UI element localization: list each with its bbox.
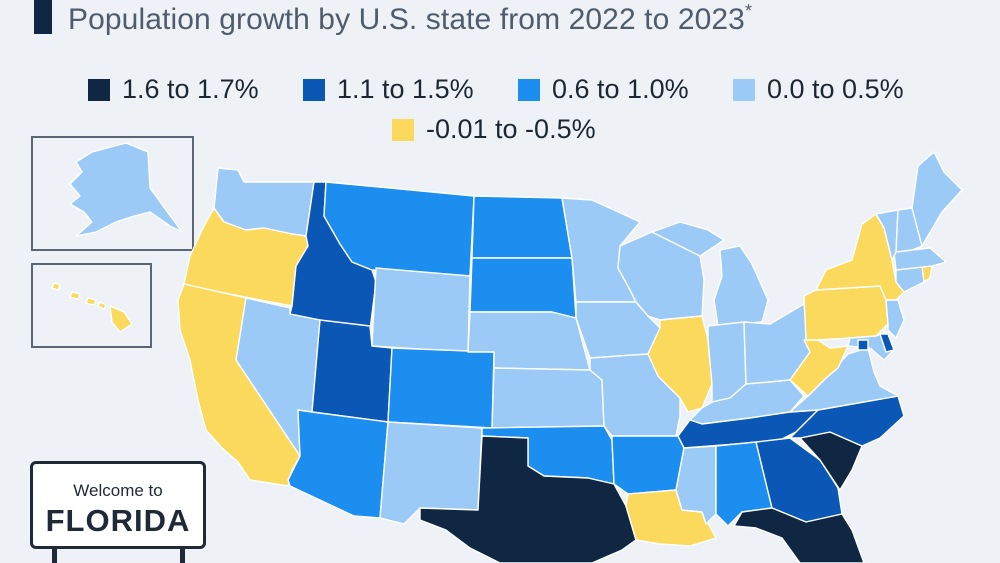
legend-label-3: 0.6 to 1.0% (552, 74, 689, 104)
state-colorado (387, 347, 495, 429)
state-kentucky (689, 379, 805, 425)
legend: 1.6 to 1.7% 1.1 to 1.5% 0.6 to 1.0% 0.0 … (0, 74, 1000, 154)
state-north-carolina (789, 395, 905, 447)
state-delaware (879, 333, 895, 353)
state-vermont (875, 209, 899, 261)
legend-swatch-4 (733, 78, 755, 101)
state-florida (733, 507, 865, 563)
legend-label-4: 0.0 to 0.5% (767, 74, 904, 104)
legend-swatch-5 (392, 118, 414, 141)
state-illinois (647, 315, 713, 413)
state-new-jersey (885, 299, 905, 339)
sign-line-2: FLORIDA (45, 503, 191, 538)
sign-post-right (180, 549, 185, 563)
state-alaska (69, 142, 183, 237)
state-kansas (491, 367, 605, 429)
state-new-hampshire (895, 207, 923, 253)
state-maine (911, 151, 963, 247)
hawaii-inset-frame (31, 263, 152, 348)
state-hawaii (109, 305, 133, 333)
state-north-dakota (471, 195, 573, 259)
legend-item-2: 1.1 to 1.5% (303, 74, 474, 105)
state-massachusetts (893, 247, 947, 271)
state-hawaii-islands (51, 282, 107, 310)
state-district-of-columbia (857, 339, 869, 351)
legend-item-1: 1.6 to 1.7% (88, 74, 259, 105)
state-west-virginia (789, 339, 849, 397)
legend-item-5: -0.01 to -0.5% (392, 114, 596, 145)
legend-label-5: -0.01 to -0.5% (426, 114, 596, 144)
alaska-inset-frame (31, 136, 194, 251)
legend-label-1: 1.6 to 1.7% (122, 74, 259, 104)
state-rhode-island (921, 265, 933, 283)
title-accent-bar (34, 0, 52, 34)
legend-swatch-3 (518, 78, 540, 101)
welcome-to-florida-sign: Welcome to FLORIDA (30, 461, 206, 549)
sign-post-left (52, 549, 57, 563)
state-south-dakota (469, 257, 577, 319)
state-wyoming (371, 267, 471, 353)
title-footnote-mark: * (744, 1, 753, 21)
legend-swatch-2 (303, 78, 325, 101)
chart-title: Population growth by U.S. state from 202… (68, 1, 753, 37)
state-texas (419, 435, 637, 563)
legend-label-2: 1.1 to 1.5% (337, 74, 474, 104)
state-michigan (651, 221, 769, 327)
legend-swatch-1 (88, 78, 110, 101)
sign-line-1: Welcome to (73, 481, 163, 500)
legend-item-3: 0.6 to 1.0% (518, 74, 689, 105)
state-pennsylvania (803, 285, 889, 341)
chart-title-text: Population growth by U.S. state from 202… (68, 3, 745, 36)
legend-item-4: 0.0 to 0.5% (733, 74, 904, 105)
state-arkansas (611, 435, 685, 495)
state-arizona (287, 409, 389, 519)
